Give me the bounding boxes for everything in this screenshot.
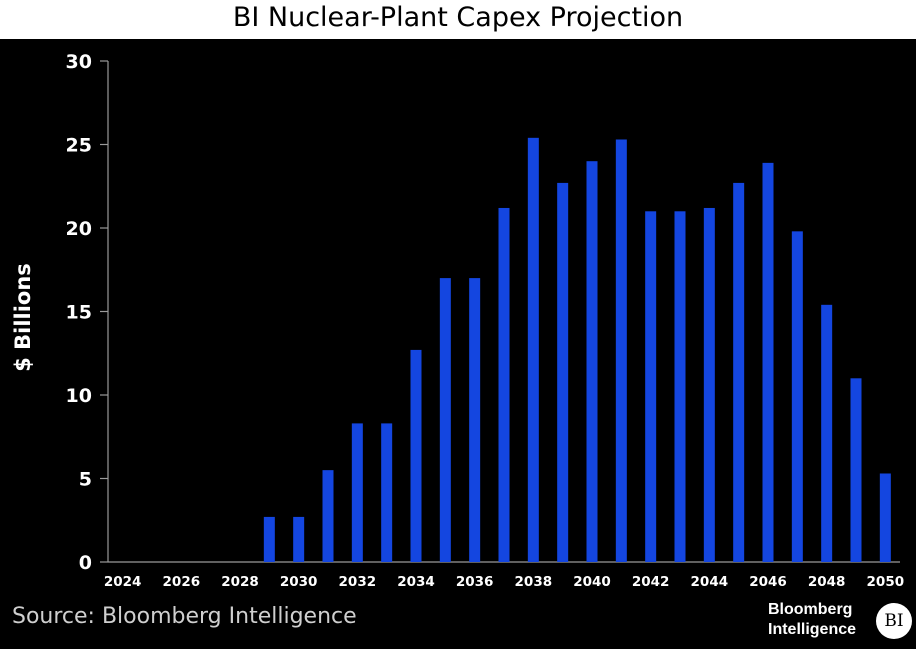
- chart-panel: 0 5 10 15 20 25 30 $ Billions 2024 2026 2028 2030 20…: [0, 39, 916, 649]
- bar-2049: [850, 378, 862, 562]
- bar-2031: [322, 470, 334, 562]
- source-note: Source: Bloomberg Intelligence: [12, 604, 357, 629]
- logo-wordmark: Bloomberg Intelligence: [768, 600, 856, 640]
- y-tick-label: 20: [66, 218, 92, 240]
- x-tick-label: 2032: [339, 574, 377, 590]
- logo-line-2: Intelligence: [768, 621, 857, 638]
- x-tick-label: 2044: [691, 574, 729, 590]
- bloomberg-intelligence-logo: Bloomberg Intelligence BI: [768, 599, 914, 645]
- chart-title: BI Nuclear-Plant Capex Projection: [232, 2, 684, 33]
- x-tick-label: 2046: [749, 574, 787, 590]
- bar-2037: [498, 207, 510, 562]
- x-tick-label: 2038: [515, 574, 553, 590]
- y-tick-label: 25: [66, 135, 92, 157]
- x-tick-label: 2040: [573, 574, 611, 590]
- bar-2032: [351, 423, 363, 562]
- bi-badge-icon: BI: [876, 603, 912, 639]
- y-tick-label: 5: [79, 469, 92, 491]
- bar-2036: [469, 278, 481, 562]
- y-tick-label: 30: [66, 51, 92, 73]
- x-tick-label: 2034: [397, 574, 435, 590]
- bar-2048: [821, 304, 833, 562]
- bar-2030: [293, 516, 305, 562]
- bar-2045: [733, 182, 745, 562]
- x-tick-label: 2028: [221, 574, 259, 590]
- x-tick-label: 2030: [280, 574, 318, 590]
- y-tick-label: 10: [66, 385, 92, 407]
- x-tick-label: 2026: [163, 574, 201, 590]
- logo-line-1: Bloomberg: [768, 601, 853, 618]
- bar-2038: [527, 137, 539, 562]
- bar-2034: [410, 349, 422, 562]
- bar-2041: [615, 139, 627, 562]
- bar-2039: [557, 182, 569, 562]
- y-tick-label: 0: [79, 552, 92, 574]
- x-tick-label: 2048: [808, 574, 846, 590]
- bar-2042: [645, 211, 657, 563]
- x-tick-label: 2024: [104, 574, 142, 590]
- bar-2044: [703, 207, 715, 562]
- bar-2046: [762, 162, 774, 562]
- y-axis-label: $ Billions: [11, 263, 35, 372]
- bar-2029: [263, 516, 275, 562]
- bar-2043: [674, 211, 686, 563]
- bar-chart: 0 5 10 15 20 25 30 $ Billions 2024 2026 2028 2030 20…: [11, 51, 905, 590]
- bar-2050: [879, 473, 891, 562]
- bar-2035: [439, 278, 451, 562]
- x-tick-label: 2042: [632, 574, 670, 590]
- bar-2040: [586, 161, 598, 562]
- bar-2033: [381, 423, 393, 562]
- bar-2047: [791, 231, 803, 562]
- y-tick-label: 15: [66, 302, 92, 324]
- x-tick-label: 2036: [456, 574, 494, 590]
- x-tick-label: 2050: [867, 574, 905, 590]
